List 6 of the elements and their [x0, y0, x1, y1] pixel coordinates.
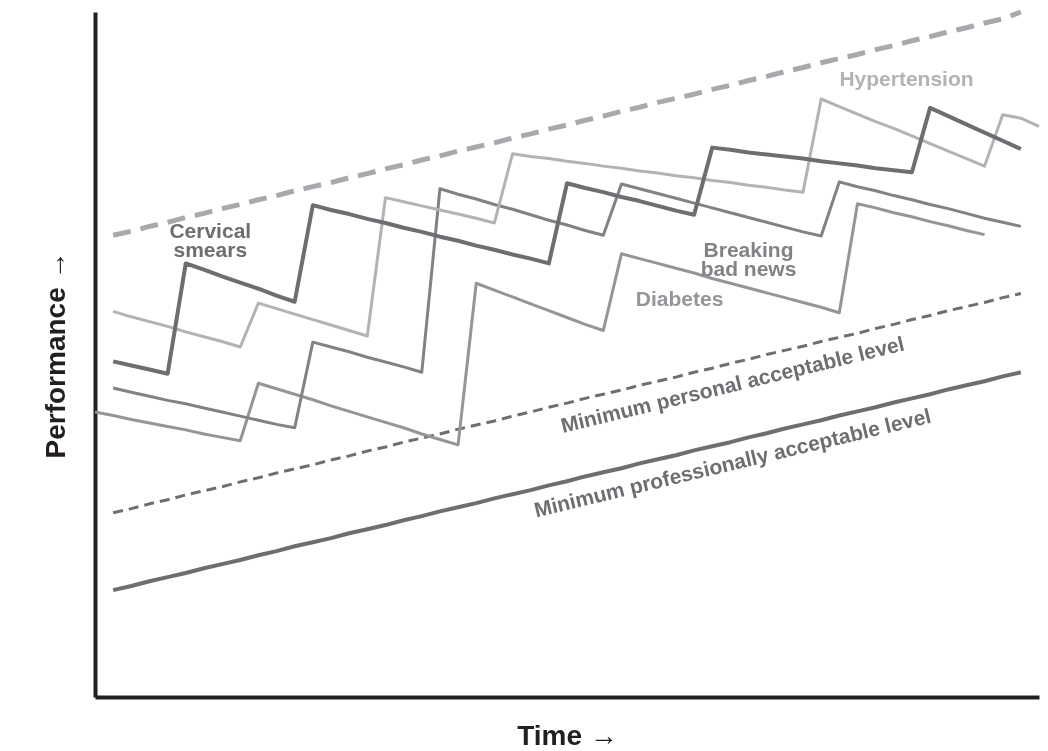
series-label: Hypertension [839, 66, 974, 90]
series-label: Breaking bad news [700, 238, 797, 281]
series-label: Diabetes [635, 286, 724, 310]
series-label: Cervical smears [169, 218, 252, 261]
y-axis-title: Performance → [39, 251, 71, 459]
x-axis-title: Time → [517, 719, 618, 751]
